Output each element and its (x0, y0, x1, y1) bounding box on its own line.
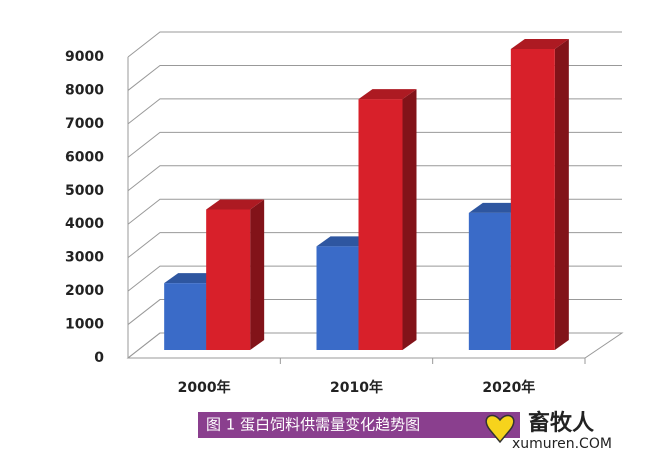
watermark-icon (485, 414, 515, 444)
y-tick-label: 3000 (65, 250, 104, 266)
bar-top (468, 202, 525, 213)
bar-side (250, 199, 265, 350)
watermark-url: xumuren.COM (512, 436, 612, 452)
grid-line (127, 265, 622, 292)
grid-line (127, 165, 622, 192)
x-tick-label: 2020年 (482, 379, 535, 396)
bar-front (358, 99, 403, 351)
bar (206, 199, 265, 350)
bar-front (316, 246, 359, 350)
bar-top (358, 89, 417, 100)
bar-side (402, 89, 417, 351)
bar-top (206, 199, 265, 210)
grid-line (127, 332, 622, 359)
x-tick-label: 2000年 (178, 379, 231, 396)
bar-top (510, 39, 569, 49)
y-tick-label: 5000 (65, 183, 104, 199)
bar-side (554, 39, 569, 350)
grid-line (127, 131, 622, 158)
y-tick-label: 0 (94, 350, 104, 366)
y-tick-label: 4000 (65, 216, 104, 232)
grid-line (127, 198, 622, 225)
y-tick-label: 7000 (65, 116, 104, 132)
grid-line (127, 64, 622, 91)
grid-line (127, 299, 622, 325)
bar-front (206, 209, 251, 350)
bar (510, 39, 569, 350)
bar-front (164, 283, 207, 350)
watermark: 畜牧人 (528, 410, 594, 436)
bar (358, 89, 417, 351)
grid-line (127, 31, 622, 58)
bar-front (468, 212, 511, 350)
y-tick-label: 2000 (65, 283, 104, 299)
y-tick-label: 6000 (65, 149, 104, 165)
y-tick-label: 1000 (65, 317, 104, 333)
bar-front (510, 49, 555, 350)
caption: 图 1 蛋白饲料供需量变化趋势图 (206, 416, 420, 434)
y-tick-label: 9000 (65, 49, 104, 65)
y-tick-label: 8000 (65, 82, 104, 98)
x-tick-label: 2010年 (330, 379, 383, 396)
grid-line (127, 232, 622, 259)
caption-box (198, 412, 520, 438)
grid-line (127, 98, 622, 125)
